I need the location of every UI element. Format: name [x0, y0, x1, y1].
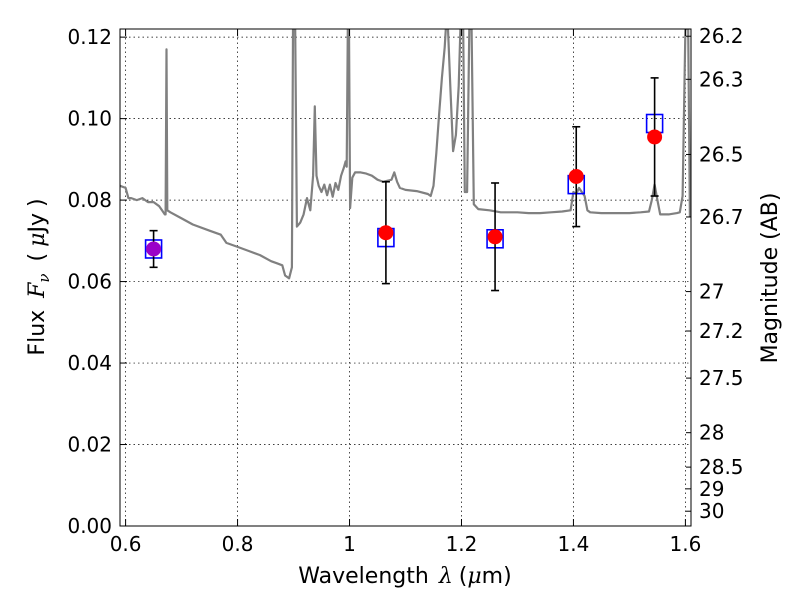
y2-tick-label: 26.3	[699, 67, 744, 91]
y2-tick-label: 27.5	[699, 366, 744, 390]
photometry-layer	[144, 77, 664, 292]
model-spectrum-layer	[120, 29, 691, 280]
x-tick-label: 1.6	[669, 532, 701, 556]
x-tick-label: 1	[343, 532, 356, 556]
y-tick-label: 0.06	[67, 270, 112, 294]
x-tick-label: 0.6	[110, 532, 142, 556]
observed-flux-point	[146, 241, 162, 257]
x-tick-label: 0.8	[222, 532, 254, 556]
y2-tick-label: 27	[699, 280, 724, 304]
y2-tick-label: 26.7	[699, 205, 744, 229]
y-tick-label: 0.04	[67, 351, 112, 375]
x-axis-label: Wavelength λ (μm)	[298, 564, 511, 589]
observed-flux-point	[378, 225, 394, 241]
y2-tick-label: 30	[699, 499, 724, 523]
y2-axis-label: Magnitude (AB)	[758, 193, 783, 364]
y2-tick-label: 28.5	[699, 455, 744, 479]
y2-tick-label: 28	[699, 421, 724, 445]
y2-tick-label: 29	[699, 477, 724, 501]
grid	[120, 29, 691, 527]
y2-tick-label: 26.5	[699, 142, 744, 166]
y-tick-label: 0.02	[67, 433, 112, 457]
observed-flux-point	[568, 168, 584, 184]
spectrum-line	[120, 29, 691, 280]
x-tick-label: 1.4	[558, 532, 590, 556]
y-tick-label: 0.00	[67, 514, 112, 538]
x-tick-label: 1.2	[446, 532, 478, 556]
y2-tick-label: 27.2	[699, 319, 744, 343]
axis-ticks: 0.6 0.8 1 1.2 1.4 1.6 0.00 0.02 0.04 0.06 0.08 0.10…	[67, 24, 743, 556]
y2-tick-label: 26.2	[699, 24, 744, 48]
y-tick-label: 0.08	[67, 188, 112, 212]
observed-flux-point	[487, 229, 503, 245]
plot-frame	[119, 28, 692, 527]
y-axis-label: FluxFν(μJy)	[25, 198, 53, 355]
y-tick-label: 0.12	[67, 25, 112, 49]
observed-flux-point	[647, 129, 663, 145]
y-tick-label: 0.10	[67, 107, 112, 131]
